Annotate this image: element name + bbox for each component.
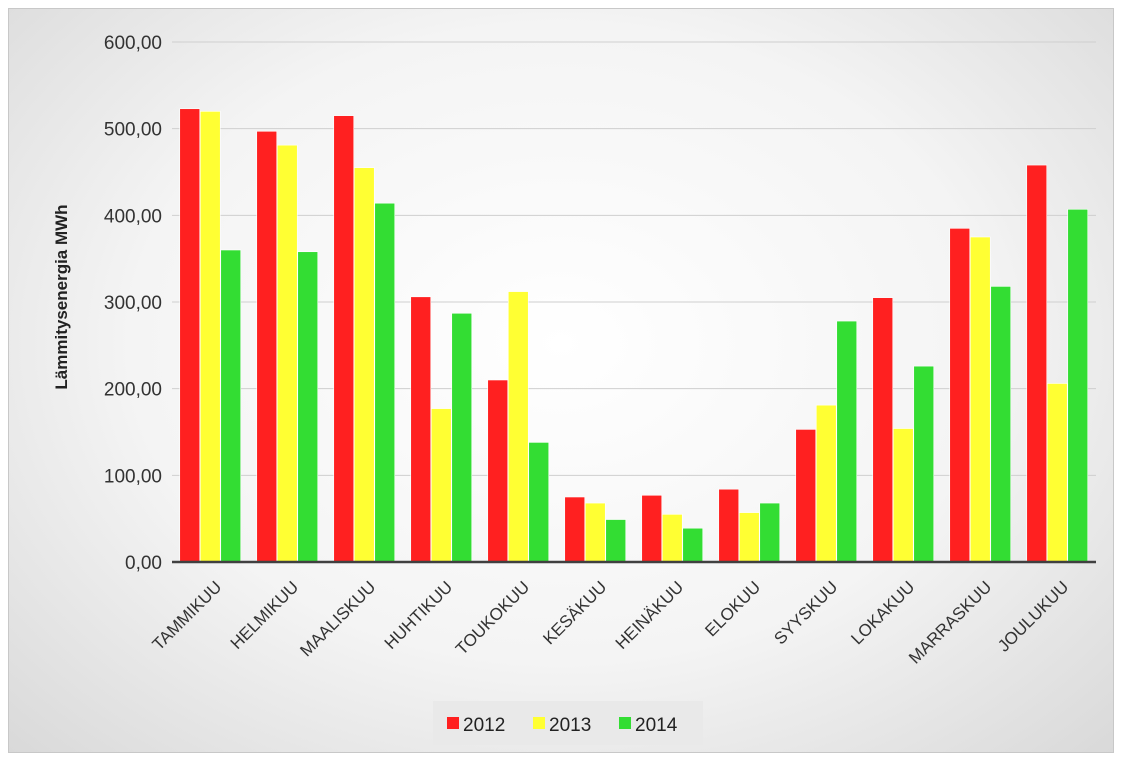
- bar-2012-kesäkuu: [564, 496, 586, 563]
- bar-2014-huhtikuu: [451, 312, 473, 563]
- bar-2012-heinäkuu: [641, 494, 663, 563]
- y-tick-label-5: 500,00: [104, 120, 162, 141]
- bar-2012-tammikuu: [179, 108, 201, 563]
- legend-swatch-2013: [533, 717, 545, 729]
- bar-2012-maaliskuu: [333, 115, 355, 563]
- bars: [179, 108, 1089, 563]
- y-tick-label-3: 300,00: [104, 293, 162, 314]
- bar-2012-joulukuu: [1026, 164, 1048, 563]
- bar-2014-maaliskuu: [374, 202, 396, 563]
- bar-2013-syyskuu: [815, 404, 837, 563]
- bar-2014-kesäkuu: [605, 519, 627, 563]
- bar-2012-elokuu: [718, 488, 740, 563]
- legend-swatch-2012: [447, 717, 459, 729]
- bar-2014-elokuu: [759, 502, 781, 563]
- y-tick-label-4: 400,00: [104, 206, 162, 227]
- y-tick-label-2: 200,00: [104, 380, 162, 401]
- y-axis-ticks: 0,00 100,00 200,00 300,00 400,00 500,00 600,00: [104, 33, 162, 574]
- x-tick-label-9: LOKAKUU: [847, 577, 918, 648]
- bar-2013-helmikuu: [276, 144, 298, 563]
- bar-2013-joulukuu: [1046, 383, 1068, 563]
- x-tick-label-6: HEINÄKUU: [612, 577, 688, 653]
- bar-2013-elokuu: [738, 512, 760, 563]
- bar-2013-heinäkuu: [661, 514, 683, 563]
- bar-chart: 0,00 100,00 200,00 300,00 400,00 500,00 600,00…: [52, 33, 1096, 745]
- x-tick-label-0: TAMMIKUU: [149, 577, 226, 654]
- x-tick-label-3: HUHTIKUU: [381, 577, 457, 653]
- bar-2013-tammikuu: [199, 111, 221, 563]
- x-tick-label-5: KESÄKUU: [539, 577, 610, 648]
- bar-2013-maaliskuu: [353, 167, 375, 563]
- bar-2012-toukokuu: [487, 379, 509, 563]
- bar-2013-lokakuu: [892, 428, 914, 563]
- bar-2014-syyskuu: [836, 320, 858, 563]
- bar-2014-lokakuu: [913, 365, 935, 563]
- bar-2012-huhtikuu: [410, 296, 432, 563]
- bar-2014-joulukuu: [1067, 208, 1089, 563]
- bar-2014-marraskuu: [990, 286, 1012, 563]
- bar-2012-lokakuu: [872, 297, 894, 563]
- y-tick-label-0: 0,00: [125, 553, 162, 574]
- bar-2012-helmikuu: [256, 130, 278, 563]
- gridlines: [172, 41, 1096, 476]
- chart-area: 0,00 100,00 200,00 300,00 400,00 500,00 600,00…: [8, 8, 1114, 753]
- x-tick-label-10: MARRASKUU: [905, 577, 995, 667]
- legend-swatch-2014: [619, 717, 631, 729]
- legend-label-2013: 2013: [549, 715, 591, 736]
- bar-2013-marraskuu: [969, 236, 991, 563]
- x-tick-label-11: JOULUKUU: [994, 577, 1072, 655]
- x-tick-label-2: MAALISKUU: [296, 577, 379, 660]
- legend: 2012 2013 2014: [433, 701, 703, 745]
- y-tick-label-6: 600,00: [104, 33, 162, 54]
- bar-2014-tammikuu: [220, 249, 242, 563]
- y-tick-label-1: 100,00: [104, 466, 162, 487]
- bar-2014-heinäkuu: [682, 527, 704, 563]
- legend-label-2012: 2012: [463, 715, 505, 736]
- x-tick-label-1: HELMIKUU: [227, 577, 303, 653]
- y-axis-title: Lämmitysenergia MWh: [52, 204, 71, 389]
- x-tick-label-7: ELOKUU: [701, 577, 764, 640]
- bar-2013-huhtikuu: [430, 408, 452, 563]
- legend-label-2014: 2014: [635, 715, 678, 736]
- legend-box: [433, 701, 703, 745]
- bar-2012-marraskuu: [949, 228, 971, 563]
- x-tick-label-4: TOUKOKUU: [452, 577, 533, 658]
- bar-2012-syyskuu: [795, 429, 817, 563]
- bar-2014-helmikuu: [297, 251, 319, 563]
- bar-2014-toukokuu: [528, 442, 550, 563]
- x-tick-label-8: SYYSKUU: [770, 577, 841, 648]
- bar-2013-kesäkuu: [584, 502, 606, 563]
- bar-2013-toukokuu: [507, 291, 529, 563]
